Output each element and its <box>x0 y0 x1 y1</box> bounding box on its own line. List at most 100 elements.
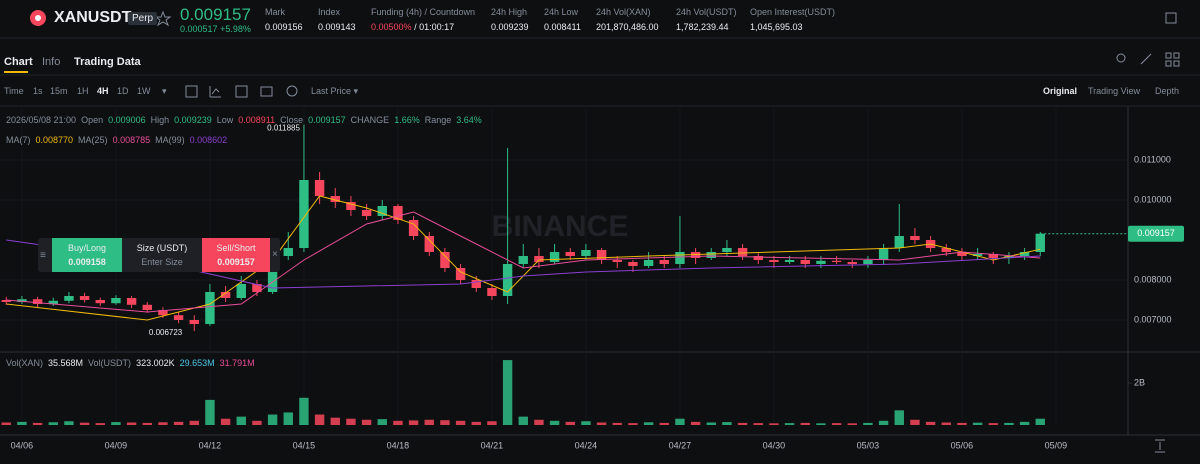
volume-bar <box>330 417 340 425</box>
stat-value: 0.009143 <box>318 22 356 32</box>
settings-icon[interactable] <box>1165 12 1177 24</box>
interval[interactable]: 1W <box>137 86 151 96</box>
volume-bar <box>346 418 356 425</box>
volume-bar <box>643 422 654 425</box>
interval: Time <box>4 86 24 96</box>
price-change: 0.000517 +5.98% <box>180 24 251 34</box>
stat-label: 24h Low <box>544 7 579 17</box>
candle-body <box>393 206 403 220</box>
ma-name: MA(99) <box>155 135 185 145</box>
last-price-label: 0.009157 <box>1137 228 1175 238</box>
volume-value: 29.653M <box>179 358 215 368</box>
favorite-icon[interactable] <box>154 10 172 27</box>
candle-body <box>440 252 450 268</box>
candle-body <box>941 248 951 252</box>
candle-body <box>48 300 58 304</box>
stat-label: 24h Vol(XAN) <box>596 7 651 17</box>
volume-bar <box>455 420 466 425</box>
candle-body <box>565 252 575 256</box>
volume-bar <box>393 420 403 425</box>
interval[interactable]: 1s <box>33 86 43 96</box>
volume-bar <box>267 414 278 425</box>
candle-body <box>173 315 184 320</box>
x-tick-label: 04/12 <box>199 440 222 450</box>
x-tick-label: 04/27 <box>669 440 692 450</box>
ma-name: MA(25) <box>78 135 108 145</box>
info-value: 0.009239 <box>174 115 212 125</box>
volume-bar <box>440 420 450 425</box>
interval[interactable]: 4H <box>97 86 109 96</box>
stat-value: 201,870,486.00 <box>596 22 659 32</box>
volume-bar <box>64 421 74 425</box>
candle-body <box>722 248 732 252</box>
candle-body <box>1 300 11 302</box>
logo <box>35 15 41 21</box>
candle-body <box>800 260 810 264</box>
info-value: 0.008911 <box>238 115 276 125</box>
stat-value: 1,045,695.03 <box>750 22 803 32</box>
more-intervals[interactable]: ▾ <box>162 86 167 96</box>
view-option[interactable]: Depth <box>1155 86 1180 96</box>
interval[interactable]: 1H <box>77 86 89 96</box>
volume-bar <box>408 420 419 425</box>
price-type[interactable]: Last Price ▾ <box>311 86 359 96</box>
candle-body <box>283 248 293 256</box>
x-tick-label: 04/18 <box>387 440 410 450</box>
volume-bar <box>158 422 168 425</box>
high-annotation: 0.011885 <box>267 124 300 133</box>
volume-bar <box>894 410 904 425</box>
ma-legend: MA(7) 0.008770 MA(25) 0.008785 MA(99) 0.00860… <box>6 135 232 145</box>
volume-tick-label: 2B <box>1134 378 1145 388</box>
tab[interactable]: Info <box>42 56 61 68</box>
tab[interactable]: Chart <box>4 56 33 68</box>
size-input[interactable]: Size (USDT) Enter Size <box>124 238 200 272</box>
info-value: 1.66% <box>394 115 420 125</box>
volume-bar <box>972 422 983 425</box>
volume-bar <box>988 423 998 425</box>
value: 0.009239 <box>491 22 529 32</box>
candle-body <box>330 196 340 202</box>
candle-body <box>471 280 481 288</box>
info-label: Open <box>81 115 104 125</box>
info-label: High <box>150 115 170 125</box>
volume-bar <box>831 423 842 425</box>
volume-label: Vol(USDT) <box>88 358 132 368</box>
view-option[interactable]: Original <box>1043 86 1078 96</box>
toolbar-icons[interactable] <box>185 52 1180 453</box>
close-icon[interactable]: × <box>272 249 278 260</box>
candle-body <box>126 298 137 305</box>
candle-body <box>32 299 43 304</box>
tab[interactable]: Trading Data <box>74 56 141 68</box>
buy-price: 0.009158 <box>68 257 106 267</box>
candle-body <box>267 256 278 292</box>
volume-bar <box>502 360 513 425</box>
price-type-label: Last Price <box>311 86 352 96</box>
candle-body <box>158 310 168 316</box>
volume-bar <box>800 422 810 425</box>
info-value: 0.009157 <box>308 115 346 125</box>
volume-bar <box>487 421 497 425</box>
value: 0.008411 <box>544 22 581 32</box>
y-tick-label: 0.007000 <box>1134 314 1172 324</box>
volume-value: 323.002K <box>136 358 175 368</box>
buy-button[interactable]: Buy/Long 0.009158 <box>52 238 122 272</box>
volume-bar <box>424 419 434 425</box>
candle-body <box>988 254 998 258</box>
candle-body <box>17 299 27 302</box>
candle-body <box>596 250 607 260</box>
candle-body <box>79 296 90 300</box>
volume-bar <box>596 422 607 425</box>
interval[interactable]: 15m <box>50 86 68 96</box>
candle-body <box>1019 252 1030 256</box>
volume-bar <box>518 416 528 425</box>
change: 0.000517 <box>180 24 218 34</box>
view-option[interactable]: Trading View <box>1088 86 1141 96</box>
volume-bar <box>941 422 951 425</box>
candle-body <box>455 268 466 280</box>
interval[interactable]: 1D <box>117 86 129 96</box>
candle-body <box>314 180 325 196</box>
sell-price: 0.009157 <box>217 257 255 267</box>
grip[interactable]: ≡ <box>40 250 46 261</box>
sell-button[interactable]: Sell/Short 0.009157 <box>202 238 270 272</box>
ma-line <box>6 195 1041 321</box>
